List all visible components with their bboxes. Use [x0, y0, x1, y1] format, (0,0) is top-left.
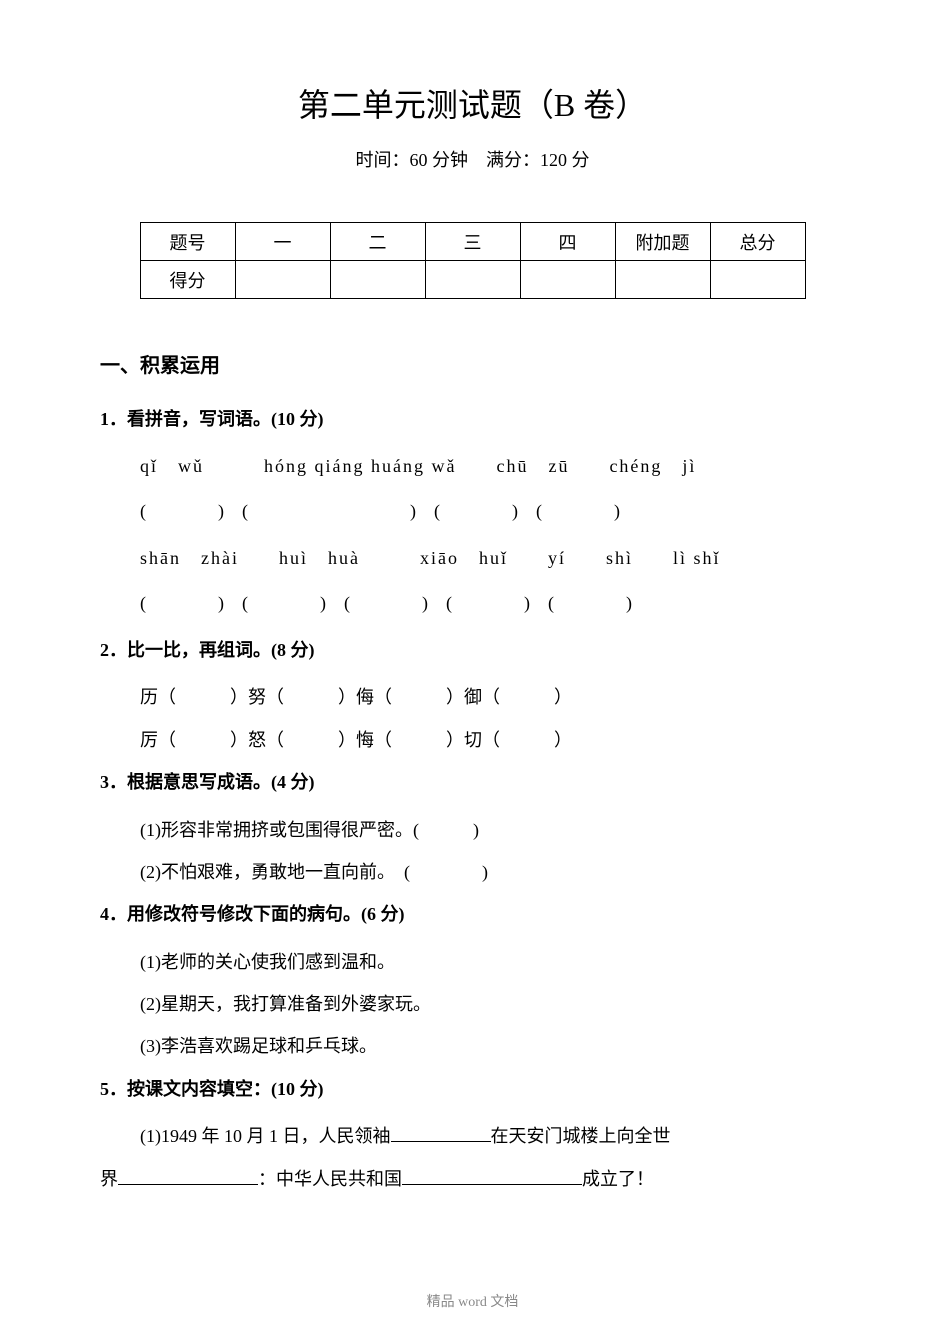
- text-fragment: 界: [100, 1169, 118, 1189]
- table-cell-empty: [520, 261, 615, 299]
- question-5: 5．按课文内容填空：(10 分): [100, 1073, 845, 1105]
- table-cell-empty: [710, 261, 805, 299]
- table-cell: 题号: [140, 223, 235, 261]
- sub-item-continuation: 界 ：中华人民共和国 成立了！: [100, 1163, 845, 1195]
- table-cell-empty: [235, 261, 330, 299]
- paren-row: ( ) ( ) ( ) ( ) ( ): [140, 587, 845, 619]
- fill-blank: [402, 1163, 582, 1185]
- table-cell-empty: [425, 261, 520, 299]
- question-title: 2．比一比，再组词。(8 分): [100, 640, 315, 660]
- question-title: 1．看拼音，写词语。(10 分): [100, 409, 324, 429]
- paren-row: ( ) ( ) ( ) ( ): [140, 495, 845, 527]
- sub-item: (1)老师的关心使我们感到温和。: [140, 946, 845, 978]
- question-3: 3．根据意思写成语。(4 分): [100, 766, 845, 798]
- fill-blank: [118, 1163, 258, 1185]
- table-cell: 二: [330, 223, 425, 261]
- table-cell: 四: [520, 223, 615, 261]
- question-title: 4．用修改符号修改下面的病句。(6 分): [100, 904, 405, 924]
- question-title: 5．按课文内容填空：(10 分): [100, 1079, 324, 1099]
- sub-item: (3)李浩喜欢踢足球和乒乓球。: [140, 1030, 845, 1062]
- text-fragment: (1)1949 年 10 月 1 日，人民领袖: [140, 1126, 391, 1146]
- question-1: 1．看拼音，写词语。(10 分): [100, 403, 845, 435]
- fill-blank: [391, 1121, 491, 1143]
- sub-item: 历（ ）努（ ）侮（ ）御（ ）: [140, 681, 845, 713]
- table-cell: 附加题: [615, 223, 710, 261]
- sub-item: (2)不怕艰难，勇敢地一直向前。 ( ): [140, 856, 845, 888]
- question-2: 2．比一比，再组词。(8 分): [100, 634, 845, 666]
- footer-text: 精品 word 文档: [427, 1291, 519, 1311]
- question-title: 3．根据意思写成语。(4 分): [100, 772, 315, 792]
- table-score-row: 得分: [140, 261, 805, 299]
- question-4: 4．用修改符号修改下面的病句。(6 分): [100, 898, 845, 930]
- document-subtitle: 时间：60 分钟 满分：120 分: [100, 146, 845, 172]
- table-cell: 总分: [710, 223, 805, 261]
- table-cell: 得分: [140, 261, 235, 299]
- sub-item: (1)形容非常拥挤或包围得很严密。( ): [140, 814, 845, 846]
- table-cell-empty: [615, 261, 710, 299]
- score-table: 题号 一 二 三 四 附加题 总分 得分: [140, 222, 806, 299]
- sub-item: (2)星期天，我打算准备到外婆家玩。: [140, 988, 845, 1020]
- section-header: 一、积累运用: [100, 349, 845, 378]
- text-fragment: 成立了！: [582, 1169, 654, 1189]
- table-header-row: 题号 一 二 三 四 附加题 总分: [140, 223, 805, 261]
- text-fragment: 在天安门城楼上向全世: [491, 1126, 671, 1146]
- table-cell: 三: [425, 223, 520, 261]
- sub-item: (1)1949 年 10 月 1 日，人民领袖 在天安门城楼上向全世: [140, 1120, 845, 1152]
- table-cell: 一: [235, 223, 330, 261]
- pinyin-row: shān zhài huì huà xiāo huǐ yí shì lì shǐ: [140, 542, 845, 574]
- pinyin-row: qǐ wǔ hóng qiáng huáng wǎ chū zū chéng j…: [140, 450, 845, 482]
- sub-item: 厉（ ）怒（ ）悔（ ）切（ ）: [140, 724, 845, 756]
- document-title: 第二单元测试题（B 卷）: [100, 80, 845, 126]
- text-fragment: ：中华人民共和国: [258, 1169, 402, 1189]
- table-cell-empty: [330, 261, 425, 299]
